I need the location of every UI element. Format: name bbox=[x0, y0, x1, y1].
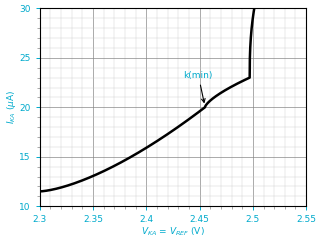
X-axis label: $V_{KA}$ = $V_{REF}$ (V): $V_{KA}$ = $V_{REF}$ (V) bbox=[141, 226, 205, 238]
Y-axis label: $I_{KA}$ ($\mu$A): $I_{KA}$ ($\mu$A) bbox=[5, 90, 18, 124]
Text: k(min): k(min) bbox=[184, 70, 213, 102]
